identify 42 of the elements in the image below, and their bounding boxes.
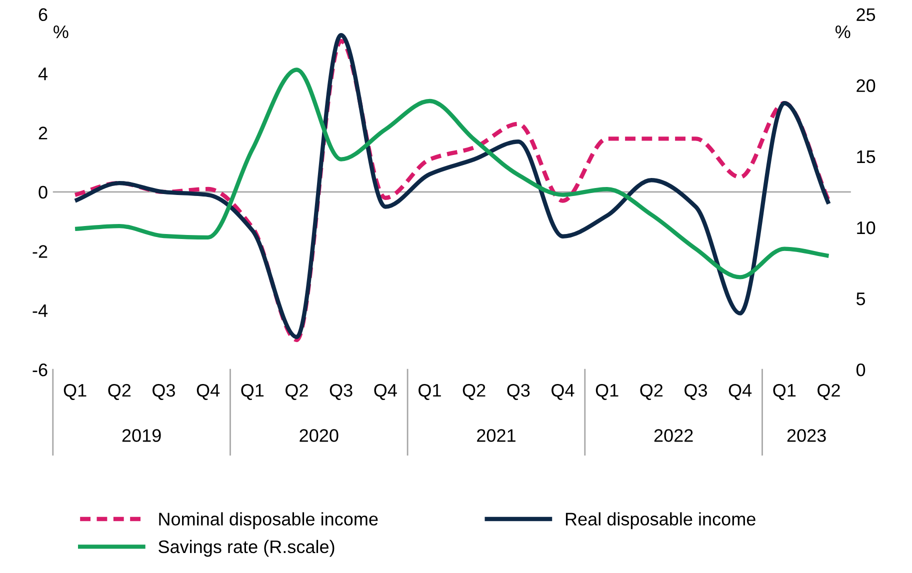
x-tick-label: Q4: [196, 384, 220, 400]
y-tick-label: 4: [38, 68, 48, 80]
x-tick-label: Q1: [773, 384, 796, 400]
text: 2022: [654, 429, 693, 442]
y2-tick-label: 25: [856, 8, 876, 22]
y-tick-label: -2: [32, 245, 48, 258]
y2-tick-label: 5: [856, 292, 866, 306]
x-tick-label: Q3: [152, 384, 175, 400]
text: 2021: [477, 429, 516, 442]
y-tick-label: -6: [32, 364, 48, 376]
x-tick-label: Q1: [596, 384, 618, 400]
text: 2020: [300, 429, 338, 442]
y2-tick-label: 15: [857, 150, 876, 164]
y-tick-label: 0: [38, 186, 48, 199]
y2-tick-label: 20: [856, 79, 876, 92]
text: 2023: [787, 429, 826, 442]
line-series: [72, 68, 831, 280]
y-axis-title: %: [54, 26, 68, 38]
y2-axis-title: %: [835, 26, 850, 38]
legend-label: Real disposable income: [566, 512, 756, 530]
legend-label: Savings rate (R.scale): [158, 540, 334, 557]
x-tick-label: Q4: [374, 384, 397, 400]
y2-tick-label: 0: [856, 364, 866, 376]
x-tick-label: Q1: [64, 384, 86, 400]
x-tick-label: Q3: [684, 384, 707, 400]
x-tick-label: Q4: [552, 384, 574, 400]
x-tick-label: Q1: [418, 384, 441, 400]
x-tick-label: Q3: [507, 384, 530, 400]
y-tick-label: 6: [38, 8, 48, 22]
x-tick-label: Q2: [462, 384, 486, 400]
x-tick-label: Q4: [728, 384, 752, 400]
x-tick-label: Q1: [241, 384, 264, 400]
y2-tick-label: 10: [857, 221, 876, 234]
x-tick-label: Q2: [108, 384, 131, 400]
x-tick-label: Q2: [286, 384, 308, 400]
x-tick-label: Q2: [640, 384, 663, 400]
text: 2019: [122, 429, 161, 442]
y-tick-label: 2: [38, 126, 48, 140]
x-tick-label: Q3: [330, 384, 352, 400]
x-tick-label: Q2: [818, 384, 840, 400]
legend-label: Nominal disposable income: [159, 512, 378, 530]
y-tick-label: -4: [32, 304, 48, 317]
